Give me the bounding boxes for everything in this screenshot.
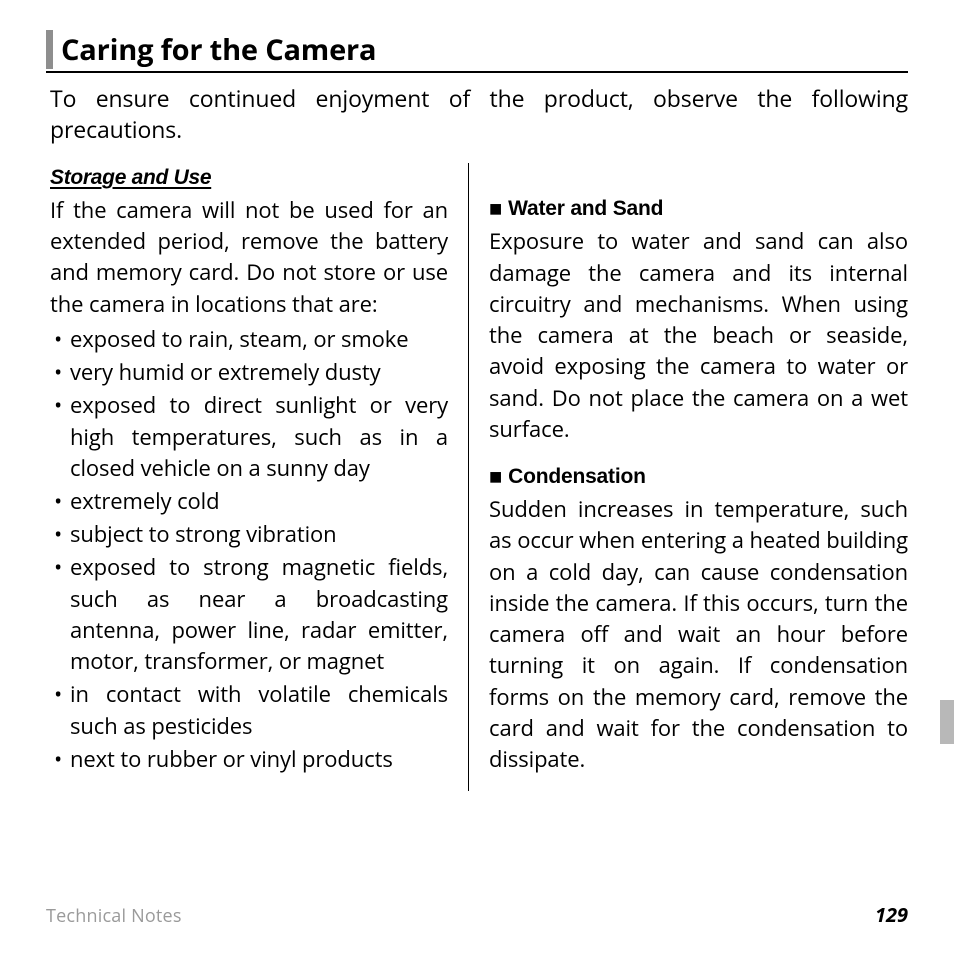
water-sand-body: Exposure to water and sand can also dama… <box>489 226 908 445</box>
list-item: subject to strong vibration <box>50 519 448 550</box>
title-accent-bar <box>46 30 53 69</box>
right-column: ■ Water and Sand Exposure to water and sa… <box>489 163 908 791</box>
water-sand-section: ■ Water and Sand Exposure to water and sa… <box>489 193 908 445</box>
square-bullet-icon: ■ <box>489 193 502 224</box>
list-item: next to rubber or vinyl products <box>50 744 448 775</box>
intro-paragraph: To ensure continued enjoyment of the pro… <box>50 83 908 145</box>
page-footer: Technical Notes 129 <box>46 901 908 928</box>
condensation-body: Sudden increases in temperature, such as… <box>489 494 908 775</box>
list-item: exposed to direct sunlight or very high … <box>50 390 448 484</box>
list-item: exposed to rain, steam, or smoke <box>50 324 448 355</box>
list-item: very humid or extremely dusty <box>50 357 448 388</box>
water-sand-heading: ■ Water and Sand <box>489 193 908 224</box>
title-row: Caring for the Camera <box>46 30 908 73</box>
square-bullet-icon: ■ <box>489 461 502 492</box>
page-title: Caring for the Camera <box>61 30 376 69</box>
spacer <box>489 163 908 193</box>
heading-label: Water and Sand <box>508 197 663 220</box>
condensation-section: ■ Condensation Sudden increases in temper… <box>489 461 908 775</box>
list-item: exposed to strong magnetic fields, such … <box>50 552 448 677</box>
footer-section-label: Technical Notes <box>46 904 182 928</box>
left-column: Storage and Use If the camera will not b… <box>50 163 469 791</box>
list-item: in contact with volatile chemicals such … <box>50 679 448 741</box>
heading-label: Condensation <box>508 465 646 488</box>
storage-lead-text: If the camera will not be used for an ex… <box>50 195 448 320</box>
page-edge-tab <box>940 700 954 744</box>
page-number: 129 <box>875 901 908 928</box>
two-column-layout: Storage and Use If the camera will not b… <box>50 163 908 791</box>
storage-subheading: Storage and Use <box>50 163 448 193</box>
condensation-heading: ■ Condensation <box>489 461 908 492</box>
list-item: extremely cold <box>50 486 448 517</box>
storage-bullet-list: exposed to rain, steam, or smoke very hu… <box>50 324 448 775</box>
